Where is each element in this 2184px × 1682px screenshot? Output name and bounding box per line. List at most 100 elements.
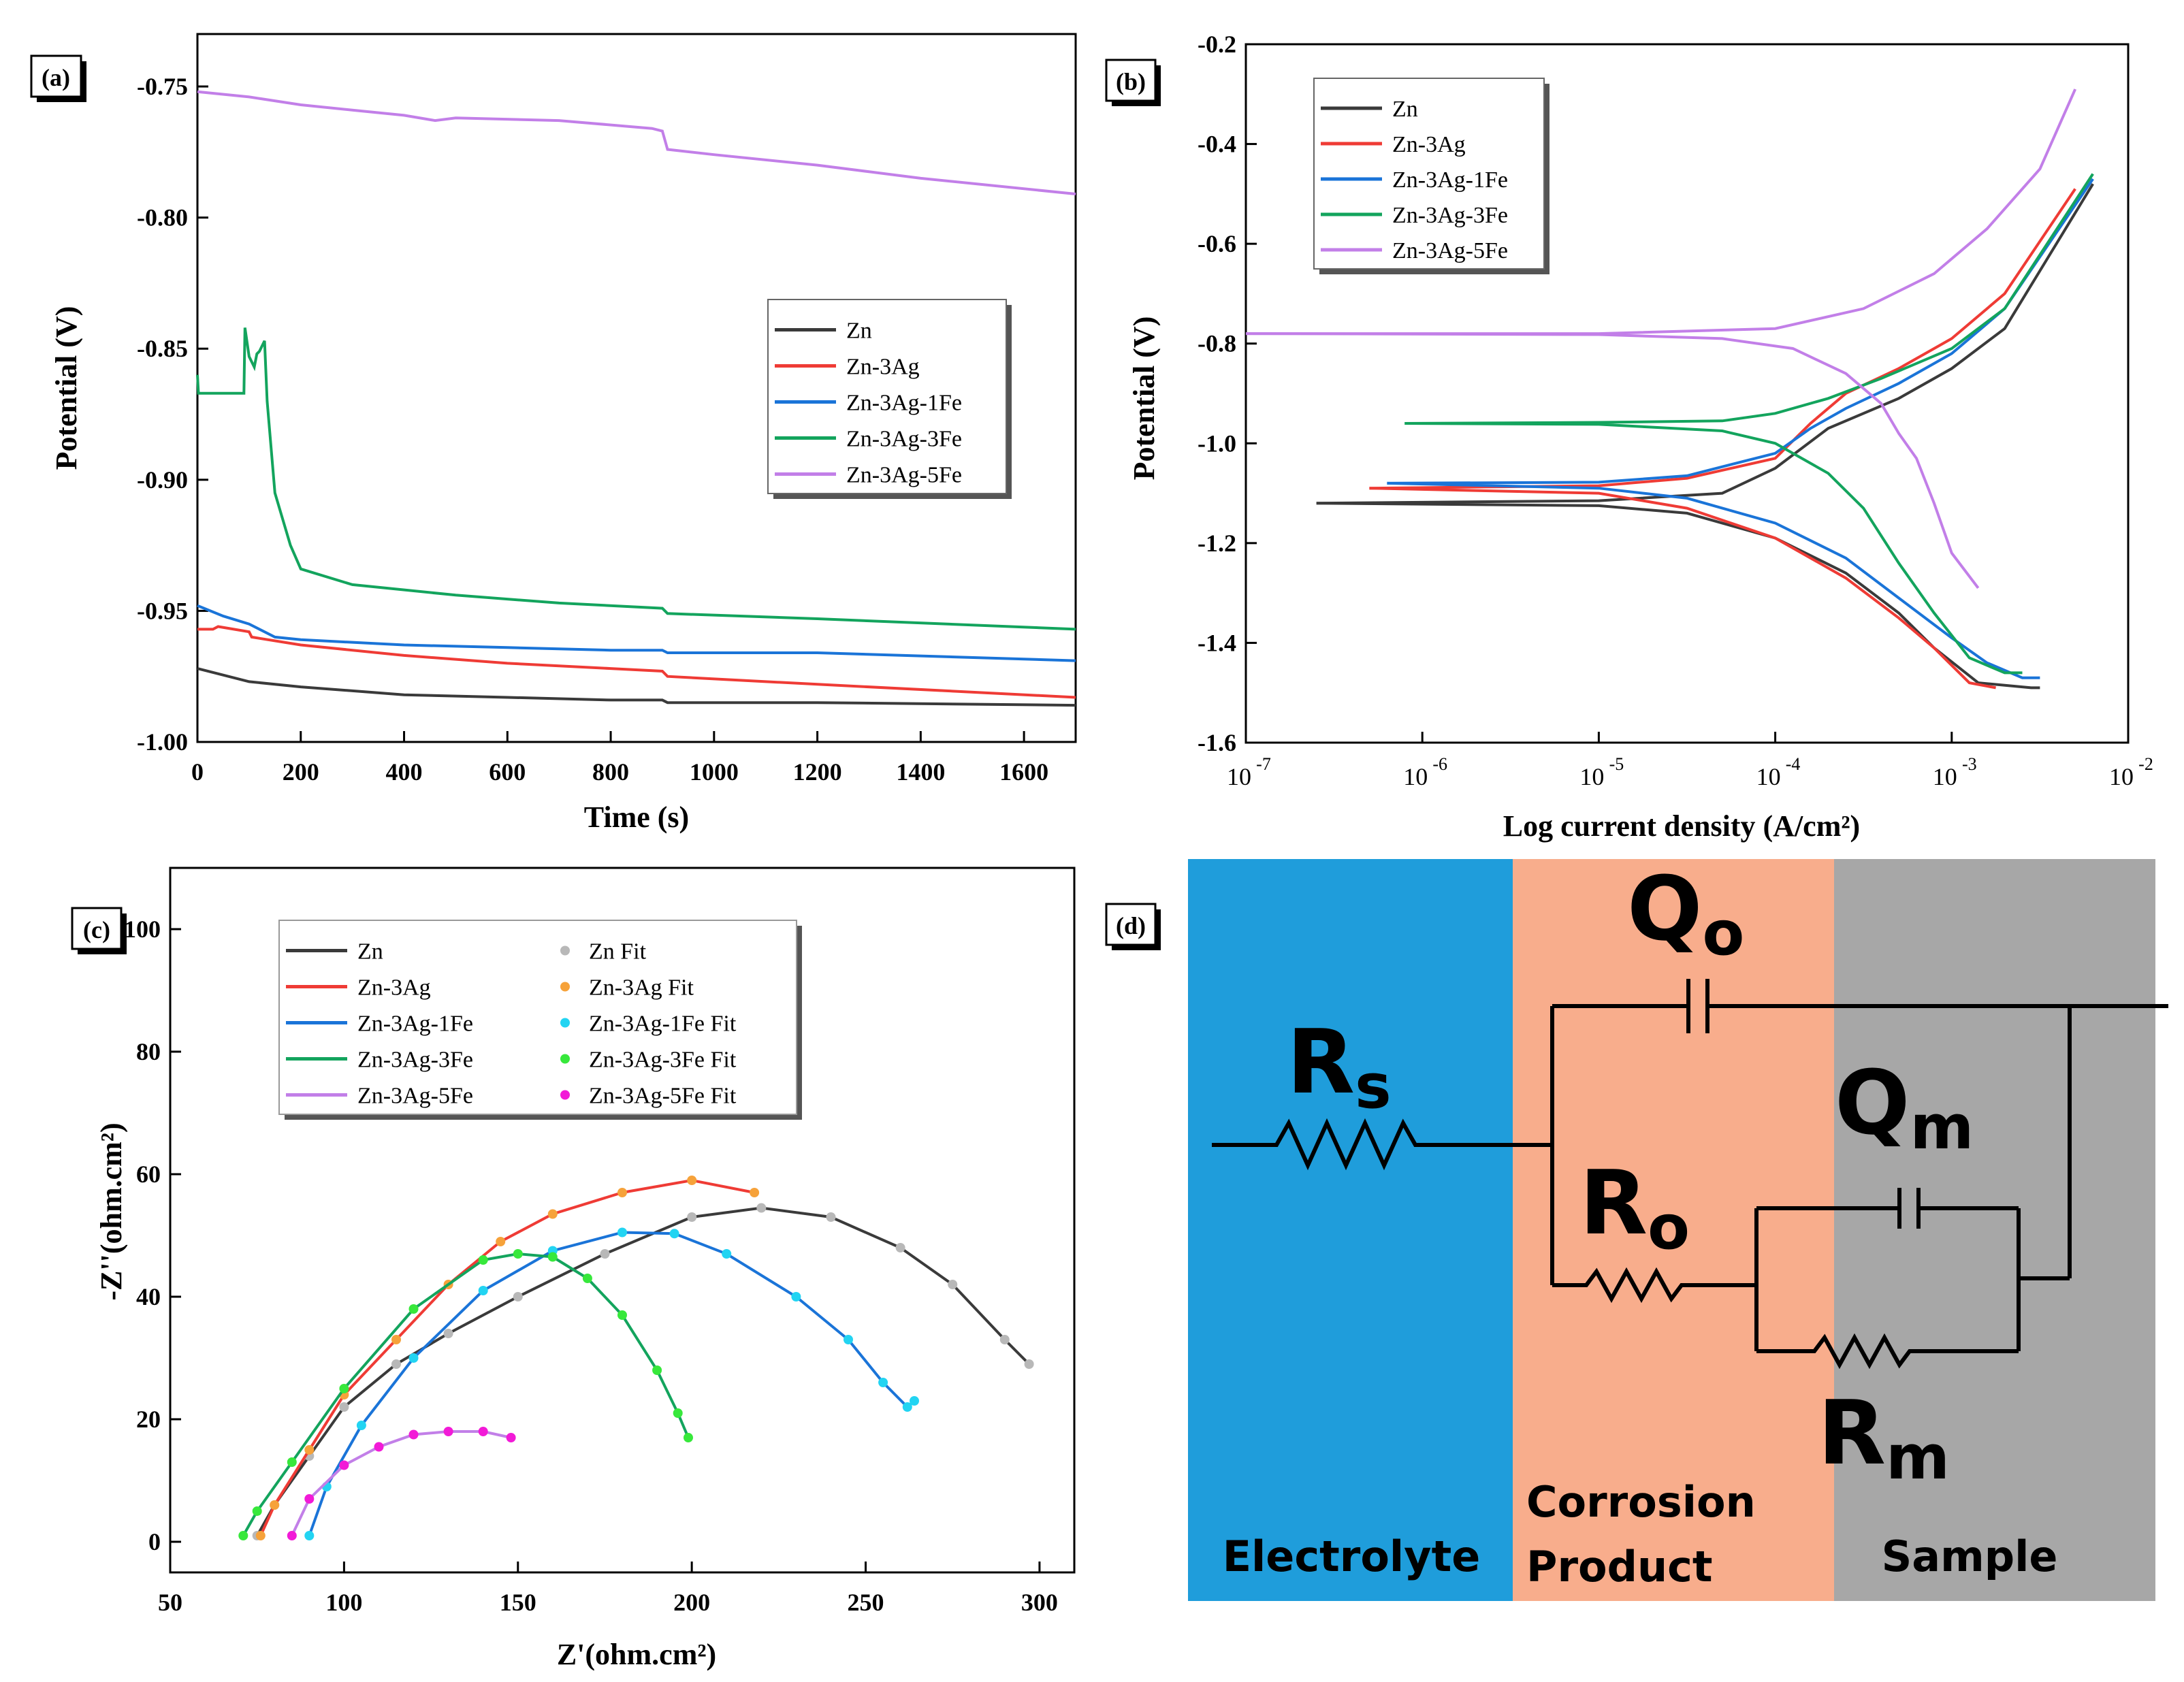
legend-label-zn-3ag-1fe: Zn-3Ag-1Fe [846,391,962,416]
fit-point-zn-3ag-1fe-fit [669,1229,679,1239]
fit-point-zn-fit [391,1359,401,1369]
panel-a-series [196,90,1076,707]
panel-c-plot-frame [169,867,1076,1574]
fit-point-zn-3ag-3fe-fit [652,1365,662,1375]
panel-a-ylabel: Potential (V) [50,306,83,470]
legend-swatch-zn-3ag-5fe-fit [560,1090,570,1100]
xtick-label: 150 [500,1589,536,1616]
xtick-label: 0 [191,758,204,786]
ytick-label: -0.95 [137,597,188,624]
xtick-label: 10 [1933,763,1957,790]
legend-box [767,299,1007,494]
qo-label: Qo [1627,857,1744,969]
fit-point-zn-3ag-3fe-fit [582,1274,592,1283]
panel-a-legend: Zn Zn-3Ag Zn-3Ag-1Fe Zn-3Ag-3Fe Zn-3Ag-5Fe [767,299,1012,499]
series-line-zn-3ag-3fe [196,327,1076,631]
xtick-exponent: -2 [2138,754,2153,774]
xtick-label: 1000 [690,758,739,786]
fit-point-zn-fit [443,1329,453,1338]
fit-point-zn-3ag-3fe-fit [252,1506,262,1516]
xtick-label: 10 [1403,763,1428,790]
fit-point-zn-3ag-5fe-fit [339,1460,349,1470]
panel-b-label-box: (b) [1105,59,1161,106]
fit-point-zn-3ag-3fe-fit [238,1531,248,1540]
ytick-label: 0 [148,1528,161,1555]
series-line-zn-3ag [259,1178,755,1536]
fit-point-zn-3ag-fit [391,1335,401,1344]
electrolyte-label: Electrolyte [1223,1532,1481,1581]
ro-label: Ro [1579,1151,1690,1263]
legend-label-zn-3ag-fit: Zn-3Ag Fit [589,975,694,1001]
series-line-zn-anodic [1316,183,2094,505]
fit-point-zn-3ag-3fe-fit [673,1408,683,1418]
fit-point-zn-3ag-fit [687,1176,697,1185]
qm-label: Qm [1835,1051,1974,1163]
ytick-label: -0.90 [137,466,188,494]
sample-label: Sample [1882,1532,2058,1581]
fit-point-zn-fit [339,1402,349,1412]
legend-label-zn-3ag: Zn-3Ag [846,355,920,380]
legend-swatch-zn-3ag-3fe-fit [560,1054,570,1064]
xtick-exponent: -4 [1786,754,1801,774]
legend-label-zn-3ag: Zn-3Ag [1392,132,1466,157]
panel-d: (d) Rs Qo [1105,857,2168,1601]
ytick-label: -1.00 [137,728,188,756]
fit-point-zn-3ag-fit [270,1500,280,1510]
series-line-zn-3ag-3fe-anodic [1404,173,2094,425]
legend-label-zn-3ag-3fe: Zn-3Ag-3Fe [846,427,962,452]
panel-b: (b) 10 -7 10 -6 10 -5 10 -4 10 -3 10 -2-1.6-1.4-1.2… [1105,31,2153,843]
ytick-label: 100 [124,916,161,943]
xtick-label: 200 [673,1589,710,1616]
legend-label-zn: Zn [357,939,383,965]
rm-resistor [1756,1333,2019,1370]
series-line-zn [197,667,1076,707]
xtick-label: 600 [489,758,526,786]
series-line-zn-3ag-anodic [1369,188,2076,490]
xtick-label: 400 [386,758,423,786]
fit-point-zn-3ag-fit [750,1188,760,1197]
fit-point-zn-3ag-5fe-fit [287,1531,297,1540]
fit-point-zn-fit [895,1243,905,1252]
panel-b-plot-frame [1244,43,2130,744]
legend-label-zn-3ag-3fe: Zn-3Ag-3Fe [1392,203,1508,228]
fit-point-zn-3ag-1fe-fit [878,1378,888,1387]
fit-point-zn-fit [687,1212,697,1222]
xtick-label: 10 [1756,763,1781,790]
legend-label-zn-3ag-3fe-fit: Zn-3Ag-3Fe Fit [589,1048,737,1073]
panel-c-series [238,1176,1034,1540]
series-line-zn-3ag-5fe [290,1430,512,1536]
xtick-label: 1600 [999,758,1048,786]
legend-swatch-zn-fit [560,945,570,956]
series-line-zn-3ag-1fe-cathodic [1387,481,2040,679]
panel-c-label: (c) [83,916,110,943]
ytick-label: -1.4 [1198,629,1236,656]
series-line-zn-3ag-cathodic [1369,487,1996,690]
ytick-label: -1.2 [1198,530,1236,557]
legend-label-zn-3ag-5fe-fit: Zn-3Ag-5Fe Fit [589,1084,737,1109]
legend-label-zn-3ag-3fe: Zn-3Ag-3Fe [357,1048,473,1073]
ytick-label: -1.6 [1198,729,1236,756]
series-line-zn [255,1206,1031,1536]
rs-resistor [1212,1118,1552,1171]
ytick-label: 20 [136,1406,161,1433]
fit-point-zn-fit [948,1280,958,1289]
fit-point-zn-3ag-1fe-fit [722,1249,732,1259]
panel-c: (c) 50 100 150 200 250 300 0 20 40 60 80 100 Z'(ohm… [71,867,1076,1671]
fit-point-zn-3ag-fit [547,1209,558,1219]
panel-b-legend: Zn Zn-3Ag Zn-3Ag-1Fe Zn-3Ag-3Fe Zn-3Ag-5Fe [1313,78,1549,274]
xtick-exponent: -6 [1432,754,1447,774]
fit-point-zn-3ag-3fe-fit [617,1310,627,1320]
fit-point-zn-3ag-1fe-fit [910,1396,919,1406]
legend-label-zn-3ag-1fe-fit: Zn-3Ag-1Fe Fit [589,1012,737,1037]
fit-point-zn-3ag-1fe-fit [902,1402,912,1412]
fit-point-zn-3ag-3fe-fit [684,1433,693,1442]
panel-b-xlabel: Log current density (A/cm²) [1503,809,1860,843]
xtick-label: 800 [592,758,629,786]
legend-label-zn: Zn [1392,97,1418,122]
panel-d-label: (d) [1116,912,1146,939]
fit-point-zn-3ag-1fe-fit [356,1421,366,1430]
ro-resistor [1552,1267,1756,1304]
ytick-label: -0.80 [137,204,188,231]
fit-point-zn-3ag-3fe-fit [408,1304,419,1314]
